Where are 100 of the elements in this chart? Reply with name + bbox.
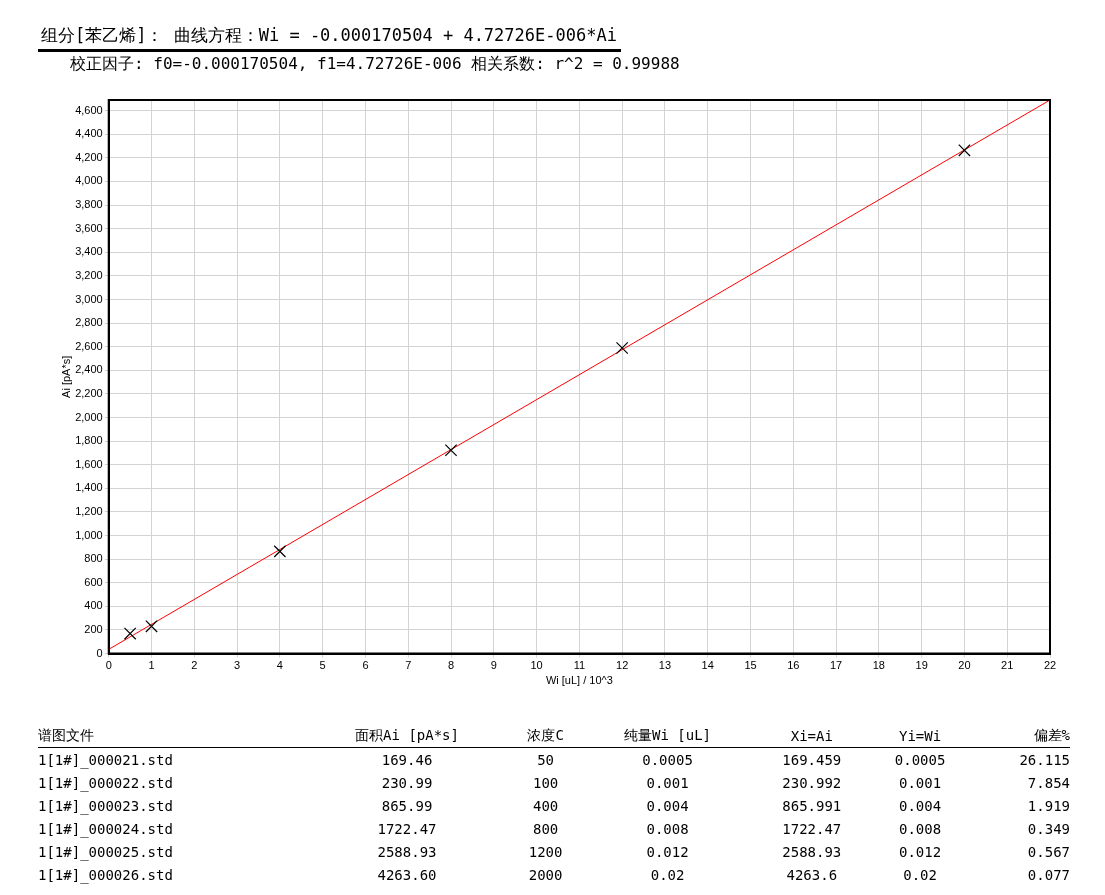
y-axis-title: Ai [pA*s]: [59, 355, 72, 398]
text: 1[1#]_000023.std: [38, 796, 174, 817]
text: 0.077: [1026, 865, 1070, 885]
x-tick-label: 9: [490, 659, 497, 672]
text: 230.99: [380, 773, 434, 793]
text: 800: [531, 819, 560, 839]
text: 169.459: [781, 750, 843, 770]
x-tick-label: 1: [148, 659, 155, 672]
text: 浓度C: [509, 724, 582, 748]
y-tick-label: 400: [84, 599, 103, 612]
y-tick-label: 3,800: [75, 198, 103, 211]
text: Xi=Ai: [753, 724, 871, 748]
y-tick-label: 2,200: [75, 386, 103, 399]
text: 1[1#]_000025.std: [38, 842, 174, 863]
text: 0.008: [898, 819, 943, 839]
y-tick-label: 2,000: [75, 410, 103, 423]
x-tick-label: 4: [276, 659, 283, 672]
text: 4263.6: [785, 865, 839, 885]
y-tick-label: 1,000: [75, 528, 103, 541]
text: 0.012: [645, 842, 690, 862]
text: 0.008: [645, 819, 690, 839]
text: 纯量Wi [uL]: [581, 724, 754, 748]
y-tick-label: 2,800: [75, 316, 103, 329]
x-tick-label: 13: [658, 659, 672, 672]
text: 1[1#]_000021.std: [38, 750, 174, 771]
x-tick-label: 15: [744, 659, 757, 672]
text: 面积Ai [pA*s]: [304, 724, 510, 748]
text: 2000: [527, 865, 564, 885]
text: 169.46: [380, 750, 434, 770]
y-tick-label: 4,200: [75, 150, 103, 163]
text: 1722.47: [781, 819, 843, 839]
y-tick-label: 2,600: [75, 339, 103, 352]
text: 1200: [527, 842, 564, 862]
x-tick-label: 8: [447, 659, 455, 672]
x-tick-label: 6: [362, 659, 369, 672]
text: 0.004: [898, 796, 943, 816]
y-tick-label: 3,000: [75, 292, 103, 305]
y-tick-label: 3,400: [75, 245, 103, 258]
text: 0.567: [1026, 842, 1070, 862]
text: 0.0005: [893, 750, 947, 770]
x-axis-title: Wi [uL] / 10^3: [545, 674, 613, 687]
text: 2588.93: [376, 842, 438, 862]
y-tick-label: 3,200: [75, 268, 103, 281]
text: 26.115: [1018, 750, 1070, 770]
text: 0.02: [649, 865, 686, 885]
x-tick-label: 22: [1043, 659, 1057, 672]
y-tick-label: 200: [84, 623, 103, 636]
y-tick-label: 3,600: [75, 221, 103, 234]
text: 0.02: [902, 865, 938, 885]
text: 1.919: [1026, 796, 1070, 816]
text: 100: [531, 773, 560, 793]
text: 400: [531, 796, 560, 816]
text: 4263.60: [376, 865, 438, 885]
text: 0.001: [645, 773, 690, 793]
x-tick-label: 19: [915, 659, 928, 672]
text: 偏差%: [970, 724, 1070, 748]
text: 1722.47: [376, 819, 438, 839]
x-tick-label: 2: [191, 659, 198, 672]
x-tick-label: 10: [530, 659, 543, 672]
text: 1[1#]_000024.std: [38, 819, 174, 840]
text: 0.0005: [641, 750, 694, 770]
chart-title: 组分[苯乙烯]： 曲线方程：Wi = -0.000170504 + 4.72726E-006*Ai: [38, 24, 621, 52]
text: 1[1#]_000022.std: [38, 773, 174, 794]
text: 865.991: [781, 796, 843, 816]
text: 0.001: [898, 773, 943, 793]
y-tick-label: 800: [84, 552, 103, 565]
x-tick-label: 17: [829, 659, 843, 672]
text: 2588.93: [781, 842, 843, 862]
y-tick-label: 1,600: [75, 457, 103, 470]
y-tick-label: 4,000: [75, 174, 103, 187]
x-tick-label: 3: [234, 659, 241, 672]
x-tick-label: 18: [872, 659, 885, 672]
y-tick-label: 1,400: [75, 481, 103, 494]
y-tick-label: 4,400: [75, 127, 103, 140]
x-tick-label: 0: [105, 659, 112, 672]
text: Yi=Wi: [870, 724, 971, 748]
text: 1[1#]_000026.std: [38, 865, 174, 886]
x-tick-label: 11: [573, 659, 586, 672]
x-tick-label: 5: [319, 659, 326, 672]
y-tick-label: 2,400: [75, 363, 103, 376]
x-tick-label: 21: [1001, 659, 1014, 672]
x-tick-label: 14: [701, 659, 714, 672]
y-tick-label: 600: [84, 575, 103, 588]
text: 50: [536, 750, 556, 770]
text: 谱图文件: [38, 724, 305, 748]
x-tick-label: 7: [405, 659, 412, 672]
y-tick-label: 1,800: [75, 434, 103, 447]
text: 865.99: [380, 796, 434, 816]
y-tick-label: 0: [96, 646, 103, 659]
x-tick-label: 20: [958, 659, 971, 672]
text: 7.854: [1026, 773, 1070, 793]
chart-subtitle: 校正因子: f0=-0.000170504, f1=4.72726E-006 相关系数: r^2 = 0.99988: [70, 54, 680, 75]
x-tick-label: 12: [616, 659, 629, 672]
text: 0.349: [1026, 819, 1070, 839]
text: 230.992: [781, 773, 843, 793]
y-tick-label: 4,600: [75, 103, 103, 116]
x-tick-label: 16: [787, 659, 800, 672]
y-tick-label: 1,200: [75, 504, 103, 517]
text: 0.012: [898, 842, 943, 862]
text: 0.004: [645, 796, 690, 816]
